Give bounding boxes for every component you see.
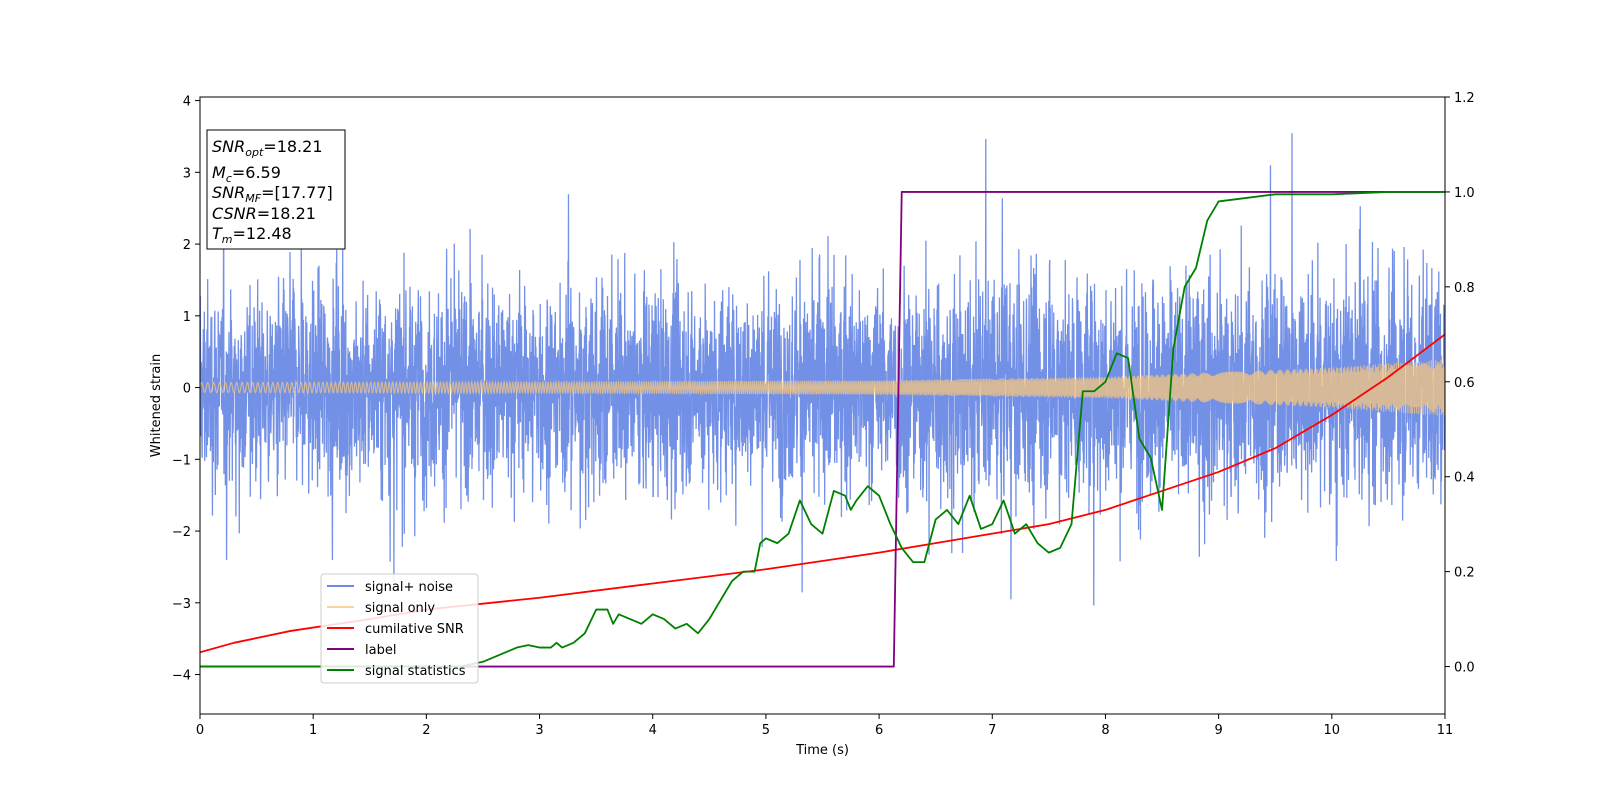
x-tick-label: 9 <box>1214 723 1222 738</box>
y-right-tick-label: 0.8 <box>1454 281 1475 296</box>
y-tick-label: −1 <box>172 453 191 468</box>
y-right-tick-label: 0.2 <box>1454 566 1475 581</box>
x-tick-label: 8 <box>1101 723 1109 738</box>
y-axis-left: −4 −3 −2 −1 0 1 2 3 4 <box>172 95 200 684</box>
x-tick-label: 10 <box>1324 723 1341 738</box>
info-tm: Tm=12.48 <box>212 224 292 246</box>
x-tick-label: 0 <box>196 723 204 738</box>
y-right-tick-label: 1.2 <box>1454 91 1475 106</box>
x-tick-label: 2 <box>422 723 430 738</box>
legend-label: signal statistics <box>365 664 466 679</box>
y-tick-label: −3 <box>172 597 191 612</box>
series-signal-noise <box>200 133 1445 606</box>
y-tick-label: 2 <box>183 238 191 253</box>
y-right-tick-label: 0.0 <box>1454 661 1475 676</box>
legend-label: signal only <box>365 601 435 616</box>
info-mc: Mc=6.59 <box>212 163 281 185</box>
legend-label: cumilative SNR <box>365 622 464 637</box>
legend-label: label <box>365 643 396 658</box>
x-tick-label: 4 <box>649 723 657 738</box>
y-right-tick-label: 0.4 <box>1454 471 1475 486</box>
legend-label: signal+ noise <box>365 580 453 595</box>
plot-frame <box>199 96 1446 715</box>
line-signal-only <box>200 359 1445 416</box>
y-axis-right: 0.0 0.2 0.4 0.6 0.8 1.0 1.2 <box>1445 91 1475 676</box>
line-label <box>200 191 1445 668</box>
y-tick-label: 4 <box>183 95 191 110</box>
y-axis-title: Whitened strain <box>149 354 164 457</box>
y-tick-label: 3 <box>183 166 191 181</box>
y-tick-label: −2 <box>172 525 191 540</box>
legend-item: cumilative SNR <box>327 622 464 637</box>
series-signal-only <box>200 359 1445 416</box>
legend-item: signal+ noise <box>327 580 453 595</box>
y-tick-label: −4 <box>172 669 191 684</box>
x-tick-label: 5 <box>762 723 770 738</box>
legend-item: signal statistics <box>327 664 466 679</box>
x-axis: 0 1 2 3 4 5 6 7 8 9 10 11 <box>196 714 1453 738</box>
legend-item: signal only <box>327 601 435 616</box>
x-tick-label: 6 <box>875 723 883 738</box>
line-signal-statistics <box>200 191 1445 668</box>
x-tick-label: 1 <box>309 723 317 738</box>
y-right-tick-label: 1.0 <box>1454 186 1475 201</box>
info-box: SNRopt=18.21 Mc=6.59 SNRMF=[17.77] CSNR=… <box>206 129 346 250</box>
x-axis-title: Time (s) <box>795 743 849 758</box>
legend-item: label <box>327 643 396 658</box>
y-tick-label: 0 <box>183 382 191 397</box>
line-signal-noise <box>200 133 1445 606</box>
x-tick-label: 3 <box>535 723 543 738</box>
x-tick-label: 11 <box>1437 723 1454 738</box>
y-tick-label: 1 <box>183 310 191 325</box>
info-snr-mf: SNRMF=[17.77] <box>212 183 333 205</box>
info-snr-opt: SNRopt=18.21 <box>212 137 323 159</box>
legend: signal+ noise signal only cumilative SNR la… <box>320 573 479 684</box>
info-csnr: CSNR=18.21 <box>212 204 316 223</box>
x-tick-label: 7 <box>988 723 996 738</box>
y-right-tick-label: 0.6 <box>1454 376 1475 391</box>
